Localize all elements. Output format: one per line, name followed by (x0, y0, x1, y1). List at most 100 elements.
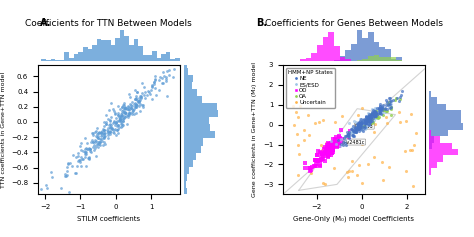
Point (364, 116, 372, 120)
Point (321, 147, 328, 151)
Point (357, 124, 365, 128)
Point (366, 117, 374, 120)
Point (337, 137, 345, 141)
Point (100, 136, 108, 140)
Bar (184, 82, 192, 89)
Point (125, 111, 132, 115)
Point (353, 122, 361, 126)
Point (348, 126, 356, 129)
Point (353, 124, 361, 128)
Point (85, 158, 92, 161)
Point (102, 120, 110, 124)
Bar (147, 55, 152, 61)
Point (72, 171, 80, 175)
Bar (97, 39, 101, 61)
Point (351, 128, 359, 132)
Point (118, 117, 125, 121)
Bar (391, 59, 396, 61)
Point (379, 103, 387, 107)
Point (114, 128, 121, 131)
Point (83, 147, 91, 151)
Point (345, 132, 352, 135)
Point (369, 109, 377, 112)
Point (115, 118, 123, 122)
Point (365, 115, 373, 119)
Point (321, 146, 329, 149)
Point (357, 122, 365, 126)
Point (141, 96, 148, 100)
Point (292, 110, 300, 114)
Point (65, 190, 73, 194)
Point (378, 105, 386, 109)
Point (163, 61, 170, 65)
Point (353, 130, 360, 134)
Point (347, 128, 355, 131)
Point (176, 64, 183, 67)
Point (138, 82, 146, 85)
Point (86, 147, 93, 151)
Point (371, 113, 378, 117)
Point (126, 105, 134, 109)
Point (354, 124, 361, 128)
Point (380, 108, 388, 111)
Point (130, 112, 137, 115)
Point (44, 186, 51, 190)
Bar (429, 130, 448, 136)
Point (301, 166, 309, 169)
Point (379, 160, 386, 164)
Point (110, 109, 118, 113)
Point (321, 151, 329, 155)
Point (323, 147, 330, 151)
Bar (374, 42, 379, 61)
Bar (429, 136, 440, 142)
Point (100, 120, 108, 124)
Bar (396, 57, 402, 61)
Point (367, 117, 374, 120)
Point (327, 145, 335, 149)
Bar (152, 51, 156, 61)
Point (328, 151, 336, 155)
Point (365, 117, 372, 121)
Point (363, 119, 370, 123)
Point (349, 124, 357, 128)
Point (362, 126, 369, 130)
Bar (120, 30, 124, 61)
Point (87, 147, 94, 151)
Point (114, 123, 122, 127)
Point (97, 131, 105, 134)
Bar (69, 58, 73, 61)
Point (325, 152, 332, 155)
Point (313, 159, 321, 163)
Point (338, 137, 346, 141)
Point (316, 163, 323, 167)
Point (378, 105, 386, 108)
Point (106, 129, 114, 133)
Bar (429, 91, 431, 97)
Point (97, 140, 104, 144)
Point (106, 125, 114, 129)
Point (119, 117, 127, 121)
Point (357, 124, 365, 128)
Point (316, 159, 323, 162)
Point (323, 152, 330, 156)
Point (77, 164, 84, 168)
Point (363, 121, 370, 125)
Point (337, 142, 345, 146)
Point (88, 139, 95, 142)
Point (388, 107, 395, 110)
Point (137, 96, 145, 100)
Point (330, 166, 338, 170)
Point (145, 89, 152, 93)
Point (100, 131, 108, 135)
Text: Rv2481c: Rv2481c (344, 140, 365, 145)
X-axis label: STILM coefficients: STILM coefficients (77, 216, 140, 222)
Point (356, 125, 364, 129)
Bar (429, 155, 443, 162)
Point (386, 96, 394, 100)
Point (79, 150, 87, 153)
Point (333, 138, 341, 142)
Point (329, 146, 337, 150)
Point (359, 127, 367, 131)
Point (383, 109, 391, 113)
Point (365, 118, 373, 122)
